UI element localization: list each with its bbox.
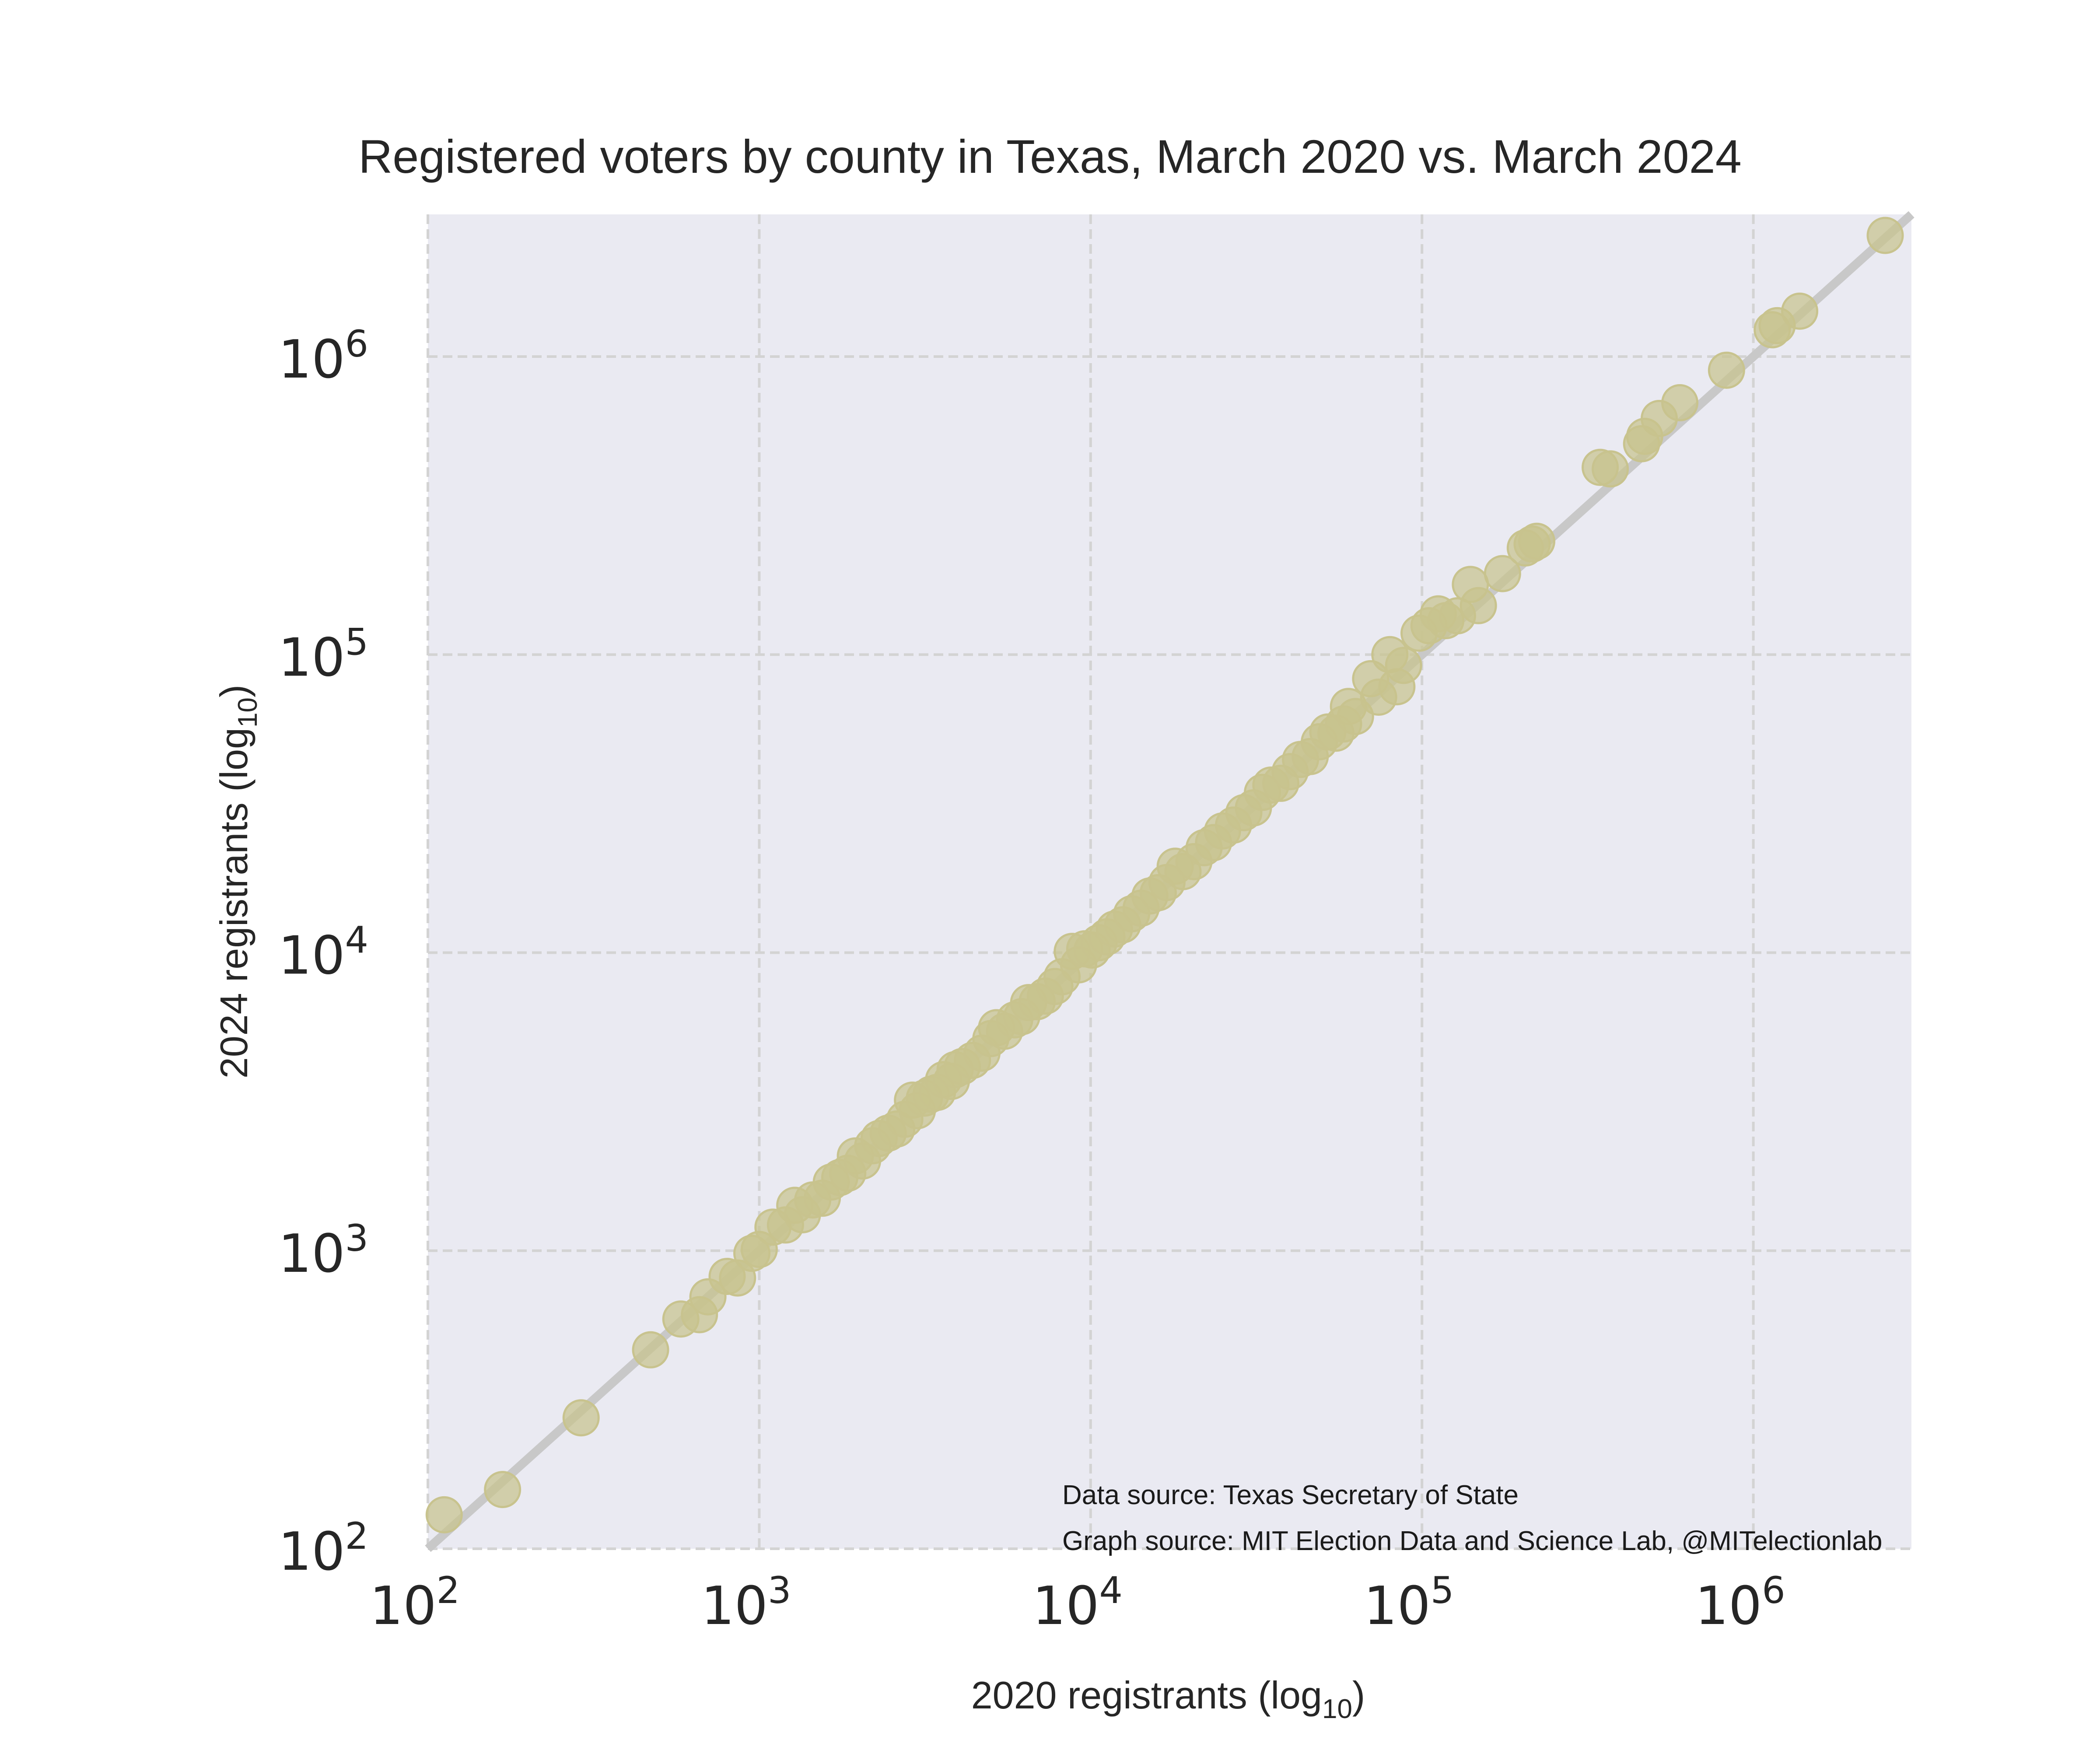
data-point bbox=[1708, 351, 1745, 389]
y-tick-base: 10 bbox=[278, 1224, 345, 1284]
y-tick-base: 10 bbox=[278, 627, 345, 688]
data-point bbox=[1781, 292, 1819, 330]
x-tick-label: 103 bbox=[701, 1569, 791, 1637]
data-point bbox=[1518, 522, 1556, 560]
y-axis-label: 2024 registrants (log10) bbox=[212, 685, 263, 1079]
data-point bbox=[425, 1496, 463, 1533]
data-point bbox=[1592, 450, 1629, 488]
y-tick-exponent: 5 bbox=[345, 620, 368, 663]
y-tick-exponent: 3 bbox=[345, 1217, 368, 1260]
x-tick-label: 106 bbox=[1695, 1569, 1785, 1637]
data-points bbox=[425, 217, 1904, 1533]
grid bbox=[427, 214, 1911, 1550]
data-point bbox=[1460, 587, 1497, 624]
y-tick-label: 106 bbox=[278, 322, 368, 390]
x-tick-exponent: 3 bbox=[768, 1569, 791, 1612]
x-tick-exponent: 5 bbox=[1431, 1569, 1454, 1612]
x-tick-base: 10 bbox=[1032, 1576, 1099, 1637]
x-tick-label: 102 bbox=[370, 1569, 460, 1637]
y-tick-base: 10 bbox=[278, 1522, 345, 1582]
chart-title: Registered voters by county in Texas, Ma… bbox=[358, 130, 1742, 183]
data-point bbox=[1385, 647, 1422, 684]
y-tick-label: 105 bbox=[278, 620, 368, 688]
y-tick-label: 102 bbox=[278, 1515, 368, 1582]
y-tick-label: 104 bbox=[278, 919, 368, 987]
x-tick-label: 104 bbox=[1032, 1569, 1123, 1637]
data-point bbox=[1484, 555, 1521, 592]
x-tick-base: 10 bbox=[1695, 1576, 1762, 1637]
data-point bbox=[632, 1331, 669, 1368]
x-tick-labels: 102 103 104 105 106 bbox=[370, 1569, 1785, 1637]
y-tick-base: 10 bbox=[278, 329, 345, 390]
x-tick-base: 10 bbox=[1364, 1576, 1431, 1637]
data-point bbox=[1866, 217, 1904, 254]
x-axis-label: 2020 registrants (log10) bbox=[971, 1673, 1365, 1724]
x-tick-base: 10 bbox=[701, 1576, 768, 1637]
y-tick-exponent: 6 bbox=[345, 322, 368, 365]
data-point bbox=[484, 1471, 522, 1508]
y-tick-exponent: 4 bbox=[345, 919, 368, 962]
x-tick-exponent: 2 bbox=[437, 1569, 460, 1612]
y-tick-exponent: 2 bbox=[345, 1515, 368, 1558]
x-tick-exponent: 6 bbox=[1762, 1569, 1785, 1612]
data-source-note: Data source: Texas Secretary of State bbox=[1062, 1480, 1519, 1510]
x-tick-label: 105 bbox=[1364, 1569, 1454, 1637]
graph-source-note: Graph source: MIT Election Data and Scie… bbox=[1062, 1526, 1883, 1556]
x-tick-exponent: 4 bbox=[1099, 1569, 1122, 1612]
data-point bbox=[562, 1399, 600, 1437]
data-point bbox=[1661, 384, 1699, 422]
y-tick-label: 103 bbox=[278, 1217, 368, 1284]
x-tick-base: 10 bbox=[370, 1576, 437, 1637]
y-tick-base: 10 bbox=[278, 926, 345, 987]
